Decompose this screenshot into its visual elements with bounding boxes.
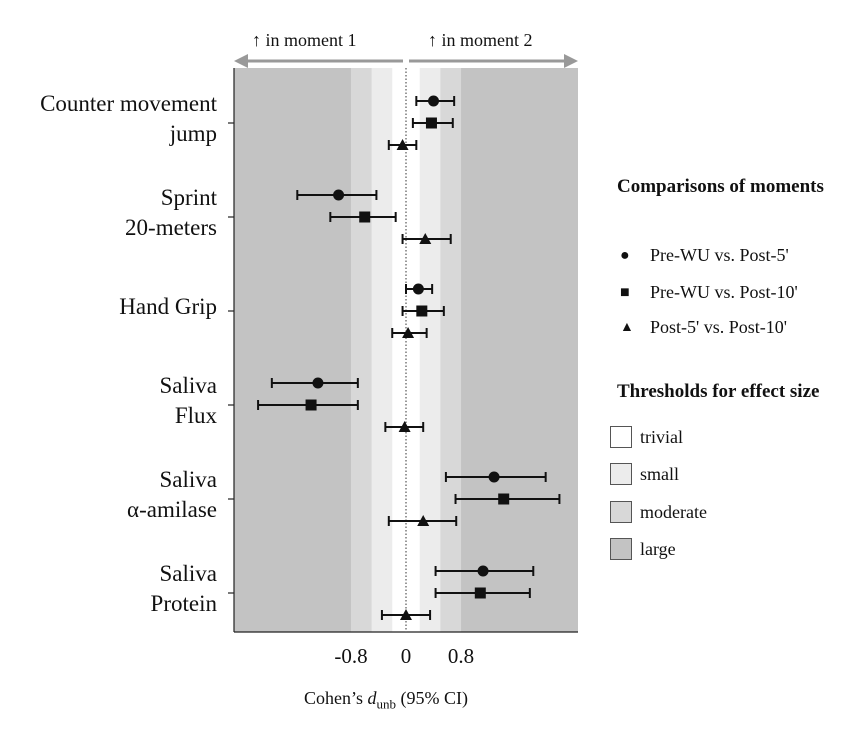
category-label-line: 20-meters — [125, 215, 217, 240]
x-axis-label-subscript: unb — [376, 696, 397, 712]
point-triangle — [396, 139, 409, 150]
direction-label-right: ↑ in moment 2 — [428, 30, 533, 50]
right-arrowhead-icon — [564, 54, 578, 68]
category-label: Saliva Protein — [151, 559, 217, 619]
legend-item-label: Pre-WU vs. Post-5' — [650, 245, 789, 265]
category-label-line: Counter movement — [40, 91, 217, 116]
comparisons-legend-title: Comparisons of moments — [617, 176, 824, 197]
legend-item-label: Pre-WU vs. Post-10' — [650, 282, 798, 302]
point-triangle — [402, 327, 415, 338]
point-circle — [412, 283, 424, 295]
triangle-marker-icon: ▲ — [620, 319, 634, 335]
x-tick-label: -0.8 — [334, 644, 368, 668]
legend-item-post-5-post-10: ▲ Post-5' vs. Post-10' — [620, 317, 787, 338]
x-axis-label-suffix: (95% CI) — [396, 688, 468, 708]
x-axis-label: Cohen’s dunb (95% CI) — [304, 688, 468, 713]
point-square — [425, 117, 437, 129]
x-tick-label: 0.8 — [447, 644, 475, 668]
category-label-line: Hand Grip — [119, 294, 217, 319]
threshold-label: small — [640, 463, 679, 484]
circle-marker-icon: ● — [620, 246, 630, 264]
category-label: Saliva Flux — [160, 371, 218, 431]
legend-item-pre-wu-post-5: ● Pre-WU vs. Post-5' — [620, 245, 789, 266]
point-circle — [333, 189, 345, 201]
moderate-swatch — [610, 501, 632, 523]
category-label-line: Protein — [150, 591, 217, 616]
legend-threshold-moderate: moderate — [610, 501, 707, 523]
category-label-line: Saliva — [159, 561, 218, 586]
point-square — [359, 211, 371, 223]
category-label-line: Flux — [174, 403, 217, 428]
category-label-line: Saliva — [159, 373, 218, 398]
left-arrowhead-icon — [234, 54, 248, 68]
point-circle — [477, 565, 489, 577]
point-triangle — [400, 609, 412, 620]
category-label-line: jump — [169, 121, 217, 146]
category-label: Counter movement jump — [40, 89, 217, 149]
point-circle — [428, 95, 440, 107]
threshold-label: large — [640, 538, 676, 559]
large-swatch — [610, 538, 632, 560]
category-label: Hand Grip — [119, 292, 217, 322]
point-square — [474, 587, 486, 599]
square-marker-icon: ■ — [620, 283, 630, 301]
point-circle — [488, 471, 500, 483]
point-triangle — [398, 421, 411, 432]
x-axis-label-prefix: Cohen’s — [304, 688, 368, 708]
legend-threshold-small: small — [610, 463, 679, 485]
thresholds-legend-title: Thresholds for effect size — [617, 381, 820, 402]
legend-threshold-trivial: trivial — [610, 426, 683, 448]
legend-threshold-large: large — [610, 538, 676, 560]
point-circle — [312, 377, 324, 389]
threshold-label: trivial — [640, 426, 683, 447]
point-triangle — [419, 233, 432, 244]
category-label-line: Saliva — [159, 467, 218, 492]
category-label-line: Sprint — [160, 185, 217, 210]
category-label: Sprint 20-meters — [125, 183, 217, 243]
category-label: Saliva α-amilase — [127, 465, 217, 525]
point-square — [305, 399, 317, 411]
x-tick-label: 0 — [400, 644, 412, 668]
small-swatch — [610, 463, 632, 485]
direction-label-left: ↑ in moment 1 — [252, 30, 357, 50]
point-square — [416, 305, 428, 317]
legend-item-label: Post-5' vs. Post-10' — [650, 317, 788, 337]
trivial-swatch — [610, 426, 632, 448]
point-triangle — [417, 515, 430, 526]
point-square — [498, 493, 510, 505]
category-label-line: α-amilase — [127, 497, 217, 522]
x-axis-label-symbol: d — [367, 688, 377, 708]
threshold-label: moderate — [640, 501, 707, 522]
legend-item-pre-wu-post-10: ■ Pre-WU vs. Post-10' — [620, 282, 798, 303]
